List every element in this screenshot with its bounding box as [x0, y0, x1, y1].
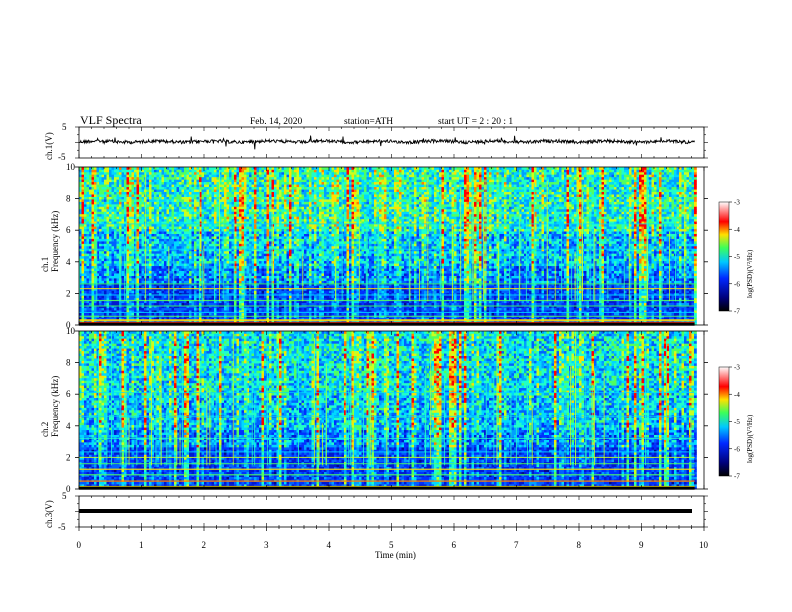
- time-tick-label: 6: [452, 540, 457, 550]
- colorbar-tick-label: -6: [734, 280, 740, 288]
- figure-title: VLF Spectra: [80, 113, 142, 127]
- ch1-frequency-axis: 0 2 4 6 8 10: [66, 162, 708, 330]
- colorbar-tick-label: -7: [734, 308, 740, 316]
- spec2-ticks-tick-label: 0: [66, 484, 71, 494]
- spec2-ticks-tick-label: 10: [66, 326, 76, 336]
- ch1-spectrogram-ylabel-channel: ch.1: [40, 257, 50, 272]
- ch1-spectrogram-ylabel-frequency: Frequency (kHz): [50, 211, 60, 272]
- ch1-waveform-line: [78, 135, 695, 150]
- ch2-colorbar-label: log(PSD)(V²/Hz): [746, 414, 754, 463]
- ch2-frequency-axis: 0 2 4 6 8 10: [66, 326, 708, 494]
- ch1-waveform-frame: [78, 126, 705, 159]
- spec2-ticks-tick-label: 2: [66, 452, 71, 462]
- ch2-spectrogram-ylabel-frequency: Frequency (kHz): [50, 376, 60, 437]
- ch1-colorbar-gradient: [718, 201, 730, 312]
- spec1-ticks-tick-label: 4: [66, 257, 71, 267]
- ch3-ytick-5: 5: [62, 491, 67, 501]
- start-time-label: start UT = 2 : 20 : 1: [438, 117, 513, 127]
- time-tick-label: 2: [202, 540, 207, 550]
- ch1-waveform-panel: 5 -5 ch.1(V): [44, 122, 705, 162]
- date-label: Feb. 14, 2020: [250, 117, 303, 127]
- time-tick-label: 5: [389, 540, 394, 550]
- station-label: station=ATH: [344, 117, 393, 127]
- ch1-colorbar-ticks: -3 -4 -5 -6 -7: [729, 199, 740, 316]
- spec1-ticks-tick-label: 0: [66, 320, 71, 330]
- time-tick-label: 4: [327, 540, 332, 550]
- spec1-ticks-tick-label: 10: [66, 162, 76, 172]
- spec1-ticks-tick-label: 8: [66, 194, 71, 204]
- colorbar-tick-label: -3: [734, 364, 740, 372]
- ch2-colorbar: -3 -4 -5 -6 -7 log(PSD)(V²/Hz): [718, 364, 754, 481]
- time-tick-label: 1: [139, 540, 144, 550]
- spec1-ticks-tick-label: 6: [66, 225, 71, 235]
- time-tick-label: 3: [264, 540, 269, 550]
- ch2-spectrogram-panel: 0 2 4 6 8 10 ch.2 Frequency (kHz): [40, 326, 708, 494]
- ch1-spectrogram-panel: 0 2 4 6 8 10 ch.1 Frequency (kHz): [40, 162, 708, 330]
- ch3-waveform-ylabel: ch.3(V): [44, 500, 54, 528]
- ch3-waveform-panel: 5 -5 ch.3(V): [44, 491, 705, 532]
- ch1-spectrogram-image: [79, 167, 697, 326]
- ch2-colorbar-gradient: [718, 366, 730, 477]
- ch1-ytick-5: 5: [62, 122, 67, 132]
- colorbar-tick-label: -7: [734, 473, 740, 481]
- time-tick-label: 9: [639, 540, 644, 550]
- time-tick-label: 10: [699, 540, 709, 550]
- ch1-waveform-ylabel: ch.1(V): [44, 132, 54, 160]
- ch1-colorbar-label: log(PSD)(V²/Hz): [746, 249, 754, 298]
- colorbar-tick-label: -5: [734, 253, 740, 261]
- spec1-ticks-tick-label: 2: [66, 288, 71, 298]
- spec2-ticks-tick-label: 6: [66, 389, 71, 399]
- ch2-spectrogram-ylabel-channel: ch.2: [40, 422, 50, 437]
- spec2-ticks-tick-label: 4: [66, 421, 71, 431]
- ch2-colorbar-ticks: -3 -4 -5 -6 -7: [729, 364, 740, 481]
- time-tick-label: 7: [514, 540, 519, 550]
- colorbar-tick-label: -4: [734, 391, 740, 399]
- time-axis-label: Time (min): [375, 550, 416, 560]
- time-tick-label: 0: [77, 540, 82, 550]
- colorbar-tick-label: -4: [734, 226, 740, 234]
- time-axis: 0 1 2 3 4 5 6 7 8 9 10: [75, 126, 709, 550]
- spec2-ticks-tick-label: 8: [66, 358, 71, 368]
- colorbar-tick-label: -5: [734, 418, 740, 426]
- ch1-colorbar: -3 -4 -5 -6 -7 log(PSD)(V²/Hz): [718, 199, 754, 316]
- time-tick-label: 8: [577, 540, 582, 550]
- colorbar-tick-label: -3: [734, 199, 740, 207]
- ch2-spectrogram-image: [79, 331, 697, 490]
- ch3-ytick-neg5: -5: [58, 522, 66, 532]
- colorbar-tick-label: -6: [734, 445, 740, 453]
- ch1-ytick-neg5: -5: [58, 152, 66, 162]
